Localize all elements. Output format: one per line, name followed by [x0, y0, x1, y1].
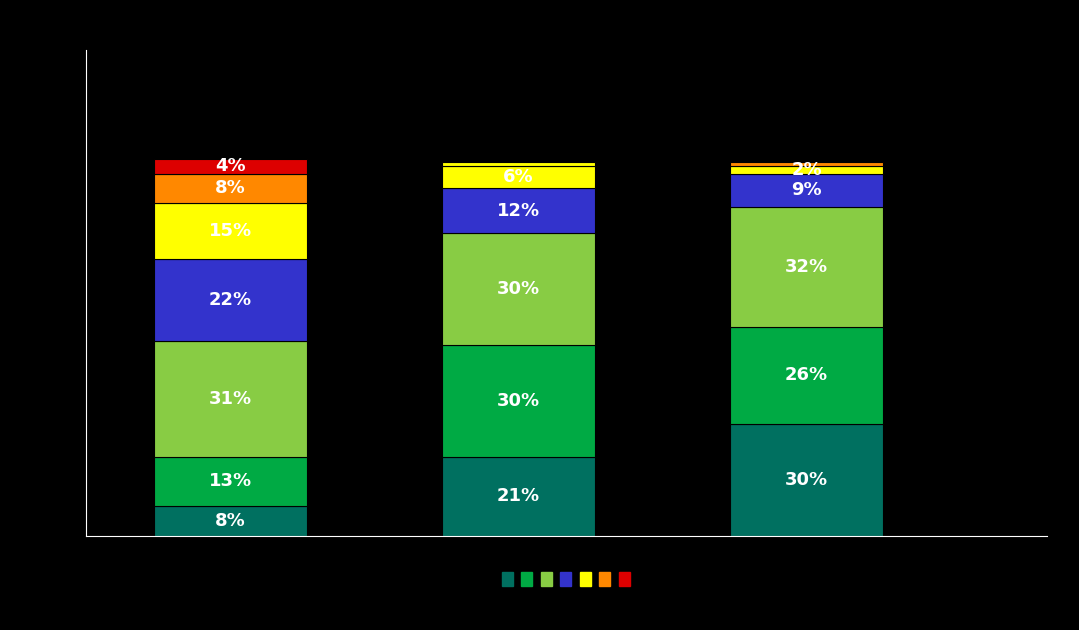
Text: 4%: 4%: [215, 157, 246, 175]
Text: 12%: 12%: [497, 202, 540, 220]
Text: 13%: 13%: [209, 472, 251, 490]
Bar: [441, 457, 596, 536]
Text: 9%: 9%: [791, 181, 822, 199]
Bar: [729, 163, 884, 166]
Bar: [153, 203, 308, 260]
Bar: [441, 163, 596, 166]
Text: 8%: 8%: [215, 512, 246, 530]
Bar: [153, 506, 308, 536]
Bar: [729, 423, 884, 536]
Text: 21%: 21%: [497, 488, 540, 505]
Bar: [153, 159, 308, 173]
Text: 30%: 30%: [497, 280, 540, 298]
Bar: [729, 326, 884, 423]
Text: 6%: 6%: [503, 168, 534, 186]
Bar: [441, 166, 596, 188]
Text: 30%: 30%: [497, 392, 540, 410]
Bar: [441, 233, 596, 345]
Text: 26%: 26%: [786, 366, 828, 384]
Bar: [729, 207, 884, 326]
Bar: [153, 173, 308, 203]
Bar: [153, 260, 308, 341]
Text: 30%: 30%: [786, 471, 828, 488]
Bar: [441, 345, 596, 457]
Text: 15%: 15%: [209, 222, 251, 241]
Bar: [153, 341, 308, 457]
Bar: [441, 188, 596, 233]
Text: 8%: 8%: [215, 180, 246, 197]
Text: 22%: 22%: [209, 292, 251, 309]
Text: 32%: 32%: [786, 258, 828, 276]
Text: 31%: 31%: [209, 391, 251, 408]
Text: 2%: 2%: [791, 161, 822, 179]
Bar: [729, 173, 884, 207]
Bar: [153, 457, 308, 506]
Bar: [729, 166, 884, 173]
Legend: , , , , , , : , , , , , ,: [496, 566, 637, 592]
